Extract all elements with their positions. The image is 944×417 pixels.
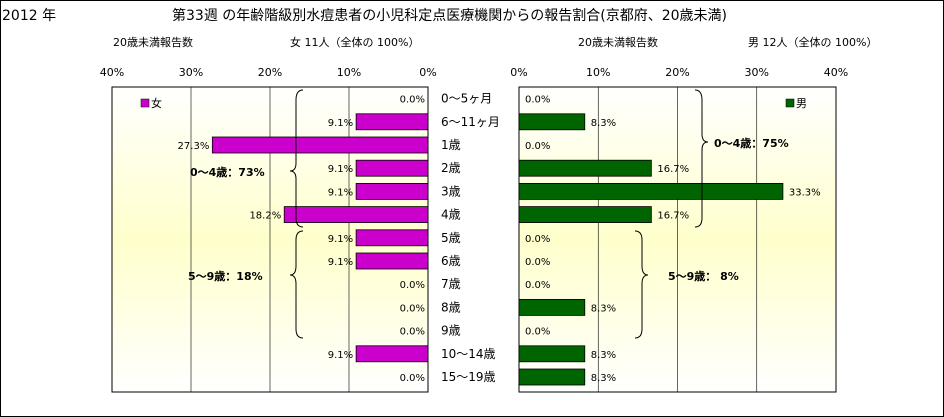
right-bar	[519, 346, 585, 362]
left-legend-label: 女	[151, 96, 162, 110]
right-bar	[519, 114, 585, 130]
left-bar	[212, 137, 428, 153]
right-tick-label: 0%	[510, 66, 527, 79]
right-bar	[519, 207, 651, 223]
right-count-label: 20歳未満報告数	[578, 36, 658, 49]
left-bar	[356, 183, 428, 199]
age-category-label: 2歳	[441, 161, 461, 175]
right-bar	[519, 299, 585, 315]
left-bar	[356, 114, 428, 130]
left-group-5-9-label: 5～9歳：18%	[188, 269, 263, 283]
left-value-label: 0.0%	[400, 280, 425, 291]
left-value-label: 0.0%	[400, 327, 425, 338]
left-bar	[356, 253, 428, 269]
right-value-label: 0.0%	[525, 95, 550, 106]
right-tick-label: 20%	[665, 66, 689, 79]
right-value-label: 16.7%	[657, 211, 689, 222]
right-value-label: 16.7%	[657, 164, 689, 175]
right-axis-ticks: 0% 10% 20% 30% 40%	[510, 66, 848, 79]
right-tick-label: 30%	[745, 66, 769, 79]
right-legend-label: 男	[796, 97, 807, 110]
left-legend-swatch	[141, 99, 149, 107]
right-value-label: 8.3%	[591, 303, 616, 314]
left-count-label: 20歳未満報告数	[113, 36, 193, 49]
left-value-label: 0.0%	[400, 303, 425, 314]
right-value-label: 0.0%	[525, 280, 550, 291]
right-summary: 男 12人（全体の 100%）	[748, 35, 877, 49]
left-value-label: 0.0%	[400, 95, 425, 106]
right-value-label: 0.0%	[525, 327, 550, 338]
right-value-label: 0.0%	[525, 141, 550, 152]
right-value-label: 8.3%	[591, 373, 616, 384]
left-summary: 女 11人（全体の 100%）	[290, 35, 419, 49]
age-category-label: 10～14歳	[441, 347, 496, 361]
right-bar	[519, 160, 651, 176]
year-label: 2012 年	[2, 8, 56, 24]
right-group-5-9-label: 5～9歳： 8%	[668, 269, 739, 283]
age-category-label: 4歳	[441, 208, 461, 222]
left-tick-label: 20%	[258, 66, 282, 79]
left-value-label: 9.1%	[328, 118, 353, 129]
age-category-label: 9歳	[441, 324, 461, 338]
right-value-label: 8.3%	[591, 118, 616, 129]
age-category-label: 8歳	[441, 300, 461, 314]
left-value-label: 9.1%	[328, 234, 353, 245]
left-group-0-4-label: 0～4歳：73%	[190, 165, 265, 179]
left-tick-label: 0%	[419, 66, 436, 79]
right-bar	[519, 183, 783, 199]
age-category-label: 7歳	[441, 277, 461, 291]
left-bar	[284, 207, 428, 223]
left-value-label: 9.1%	[328, 350, 353, 361]
age-category-label: 6～11ヶ月	[441, 115, 500, 129]
right-value-label: 0.0%	[525, 257, 550, 268]
age-category-label: 3歳	[441, 184, 461, 198]
left-value-label: 9.1%	[328, 257, 353, 268]
age-category-label: 1歳	[441, 138, 461, 152]
chart-title: 第33週 の年齢階級別水痘患者の小児科定点医療機関からの報告割合(京都府、20歳…	[172, 7, 727, 24]
age-category-label: 15～19歳	[441, 370, 496, 384]
left-bar	[356, 346, 428, 362]
left-axis-ticks: 40% 30% 20% 10% 0%	[100, 66, 437, 79]
right-tick-label: 40%	[824, 66, 848, 79]
left-bar	[356, 230, 428, 246]
right-legend-swatch	[786, 99, 794, 107]
left-tick-label: 40%	[100, 66, 124, 79]
left-value-label: 18.2%	[249, 211, 281, 222]
left-value-label: 27.3%	[178, 141, 210, 152]
age-categories: 0～5ヶ月 6～11ヶ月 1歳 2歳 3歳 4歳 5歳 6歳 7歳 8歳 9歳 10～14歳 15～19…	[441, 92, 500, 384]
right-value-label: 0.0%	[525, 234, 550, 245]
left-tick-label: 30%	[179, 66, 203, 79]
left-value-label: 9.1%	[328, 164, 353, 175]
right-group-0-4-label: 0～4歳：75%	[714, 136, 789, 150]
left-tick-label: 10%	[337, 66, 361, 79]
age-category-label: 5歳	[441, 231, 461, 245]
right-value-label: 8.3%	[591, 350, 616, 361]
right-value-label: 33.3%	[789, 187, 821, 198]
left-bar	[356, 160, 428, 176]
age-category-label: 0～5ヶ月	[441, 92, 492, 106]
right-bar	[519, 369, 585, 385]
age-category-label: 6歳	[441, 254, 461, 268]
left-value-label: 0.0%	[400, 373, 425, 384]
right-tick-label: 10%	[586, 66, 610, 79]
left-value-label: 9.1%	[328, 187, 353, 198]
